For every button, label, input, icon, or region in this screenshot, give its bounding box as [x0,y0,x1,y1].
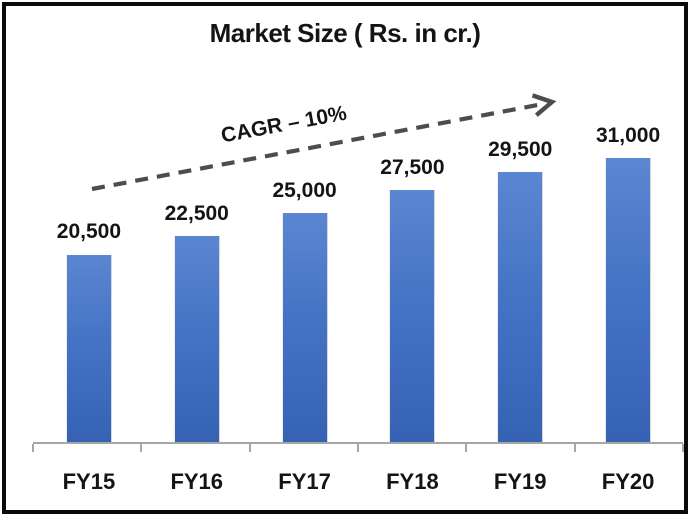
x-axis-labels: FY15 FY16 FY17 FY18 FY19 FY20 [35,469,682,495]
bar-column: 27,500 [358,98,466,443]
bar [282,213,327,443]
bar-value-label: 22,500 [164,202,229,226]
x-axis-label: FY16 [170,469,224,494]
bar-column: 25,000 [251,98,359,443]
x-axis-label: FY20 [601,469,655,494]
x-axis-label: FY15 [62,469,116,494]
bar [390,190,435,443]
x-axis-tick [140,444,143,452]
x-axis-tick [573,444,576,452]
bar [66,254,111,443]
x-axis-label: FY17 [278,469,331,494]
bar [174,236,219,443]
chart-title: Market Size ( Rs. in cr.) [209,18,481,48]
bar-column: 20,500 [35,98,143,443]
bar-column: 29,500 [466,98,574,443]
bar-column: 22,500 [143,98,251,443]
x-axis-tick [248,444,251,452]
bar [606,158,651,443]
x-axis-ticks [32,444,684,453]
x-axis-line [33,442,683,444]
bar-value-label: 31,000 [595,123,661,147]
bar-value-label: 29,500 [488,137,553,161]
x-axis-tick [32,444,34,452]
bar-column: 31,000 [574,98,682,443]
x-axis-tick [682,444,684,452]
bar-value-label: 25,000 [272,179,337,203]
x-axis-label: FY18 [386,469,439,494]
bar [498,171,543,443]
bar-value-label: 20,500 [56,220,122,244]
x-axis-label: FY19 [493,469,547,494]
x-axis-tick [465,444,468,452]
x-axis-tick [357,444,359,452]
bar-value-label: 27,500 [380,156,445,180]
plot-area: 20,500 22,500 25,000 27,500 29,500 31,000 [35,98,682,443]
